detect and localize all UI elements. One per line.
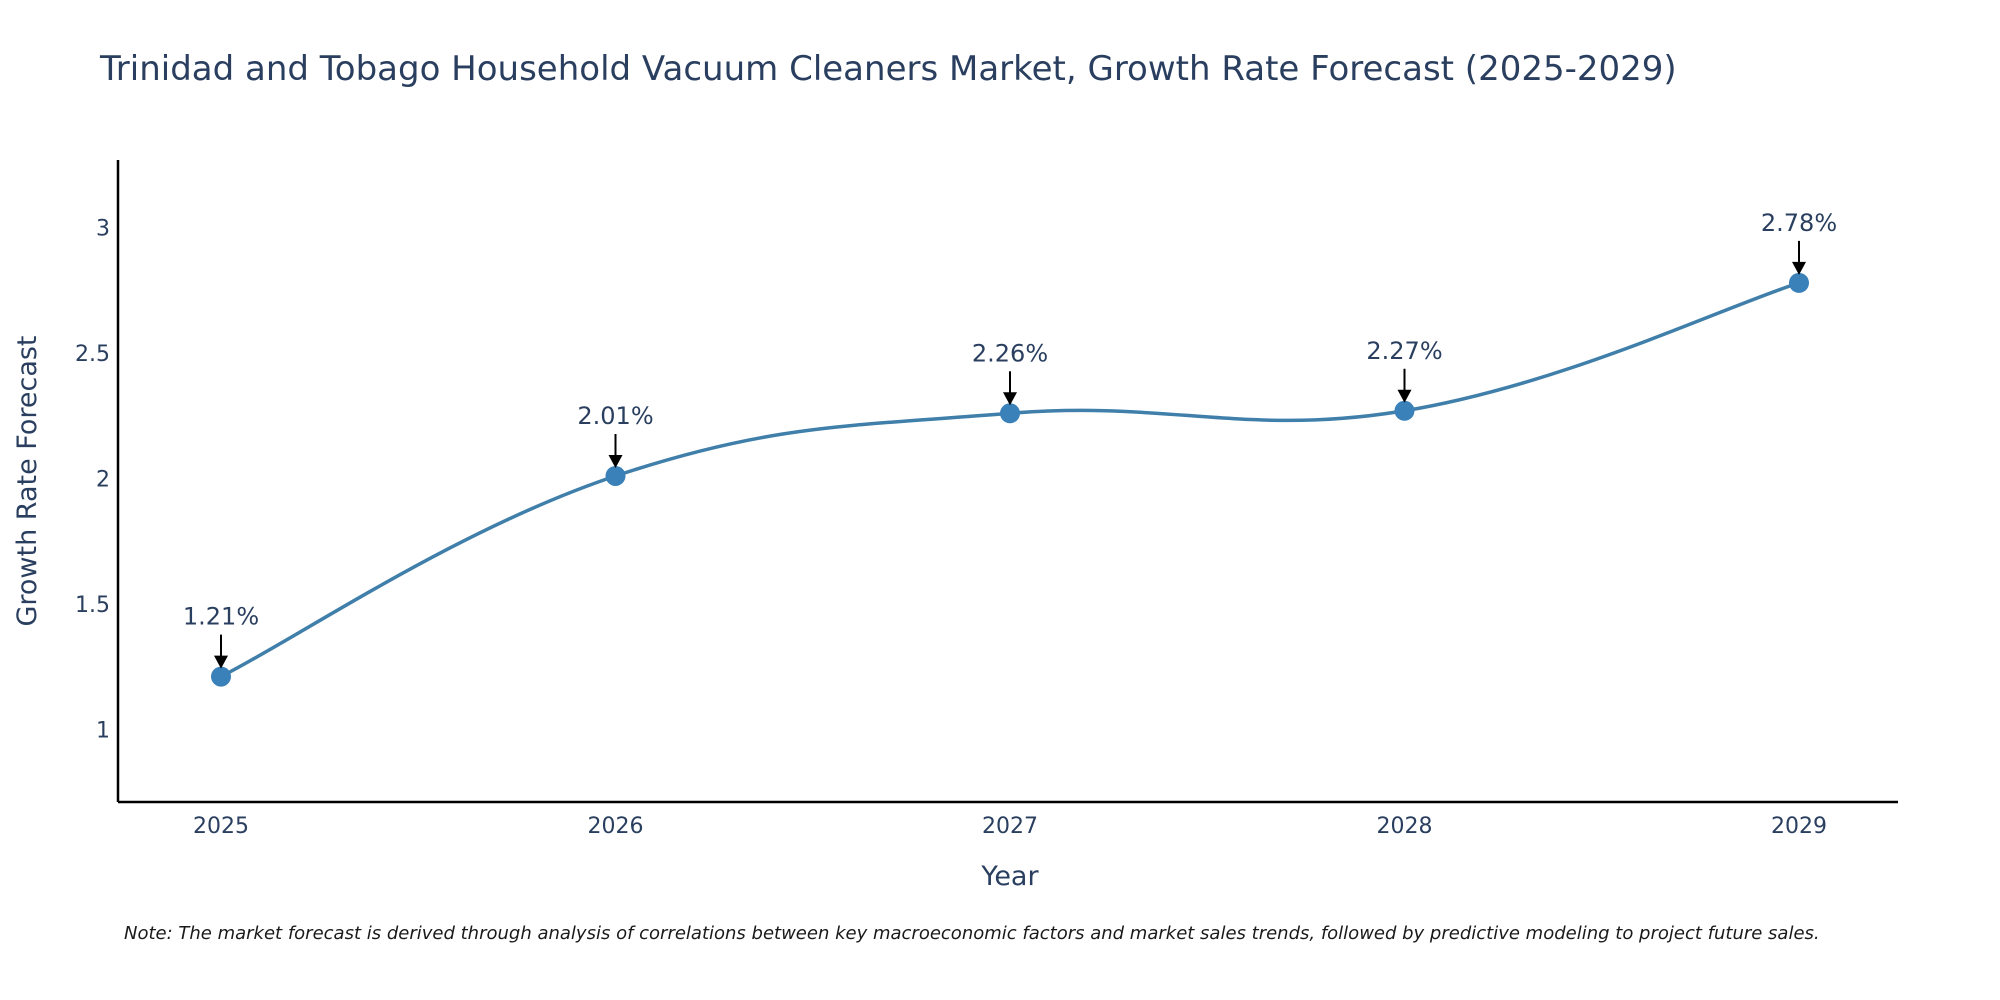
data-annotations: 1.21% 2.01% 2.26% 2.27% 2.78% xyxy=(183,209,1837,669)
data-label: 2.78% xyxy=(1761,209,1837,237)
footnote: Note: The market forecast is derived thr… xyxy=(124,923,1820,944)
annotation-arrow-head xyxy=(1792,261,1806,275)
x-tick-label: 2027 xyxy=(982,814,1038,839)
y-tick-label: 1.5 xyxy=(75,593,110,618)
chart-title: Trinidad and Tobago Household Vacuum Cle… xyxy=(99,49,1677,89)
data-markers xyxy=(211,272,1809,687)
data-point[interactable] xyxy=(1000,403,1020,424)
y-tick-label: 1 xyxy=(96,718,110,743)
data-point[interactable] xyxy=(211,666,231,687)
y-tick-label: 2 xyxy=(96,467,110,492)
x-tick-labels: 2025 2026 2027 2028 2029 xyxy=(193,814,1827,839)
data-point[interactable] xyxy=(1789,272,1809,293)
x-tick-label: 2029 xyxy=(1771,814,1827,839)
annotation-arrow-head xyxy=(608,454,623,468)
annotation-arrow-head xyxy=(1397,389,1412,403)
annotation-arrow-head xyxy=(214,655,228,669)
x-tick-label: 2028 xyxy=(1377,814,1433,839)
y-tick-label: 2.5 xyxy=(75,342,110,367)
x-tick-label: 2025 xyxy=(193,814,249,839)
data-point[interactable] xyxy=(605,465,626,486)
y-tick-label: 3 xyxy=(96,217,110,242)
data-label: 2.27% xyxy=(1366,337,1442,365)
data-label: 1.21% xyxy=(183,603,259,631)
annotation-arrow-head xyxy=(1003,392,1017,406)
y-axis: 1 1.5 2 2.5 3 xyxy=(75,160,120,802)
y-tick-labels: 1 1.5 2 2.5 3 xyxy=(75,217,110,744)
y-axis-title: Growth Rate Forecast xyxy=(12,335,43,626)
data-label: 2.26% xyxy=(972,339,1048,367)
x-axis: 2025 2026 2027 2028 2029 xyxy=(118,800,1898,839)
data-point[interactable] xyxy=(1394,400,1415,421)
x-axis-title: Year xyxy=(980,861,1039,892)
data-label: 2.01% xyxy=(577,402,653,430)
x-tick-label: 2026 xyxy=(588,814,644,839)
